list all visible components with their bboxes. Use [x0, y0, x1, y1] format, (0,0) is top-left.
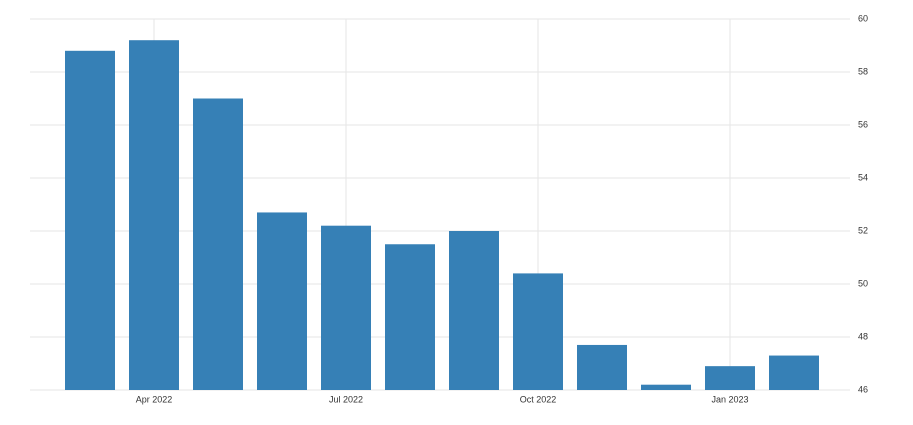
x-tick-label: Oct 2022	[520, 394, 557, 404]
x-tick-label: Jan 2023	[711, 394, 748, 404]
y-tick-label: 56	[858, 119, 868, 129]
bar	[193, 98, 243, 390]
bar	[257, 212, 307, 390]
y-tick-label: 46	[858, 384, 868, 394]
y-tick-label: 48	[858, 331, 868, 341]
bar	[385, 244, 435, 390]
bar	[65, 50, 115, 391]
y-tick-label: 52	[858, 225, 868, 235]
bar	[449, 231, 499, 390]
bar	[129, 40, 179, 390]
bar	[577, 344, 627, 390]
y-tick-label: 50	[858, 278, 868, 288]
x-tick-label: Jul 2022	[329, 394, 363, 404]
bar	[641, 384, 691, 390]
y-tick-label: 54	[858, 172, 868, 182]
y-tick-label: 58	[858, 66, 868, 76]
x-tick-label: Apr 2022	[136, 394, 173, 404]
bar	[705, 366, 755, 390]
bar	[321, 225, 371, 390]
bar	[769, 355, 819, 390]
y-tick-label: 60	[858, 13, 868, 23]
bar	[513, 273, 563, 390]
